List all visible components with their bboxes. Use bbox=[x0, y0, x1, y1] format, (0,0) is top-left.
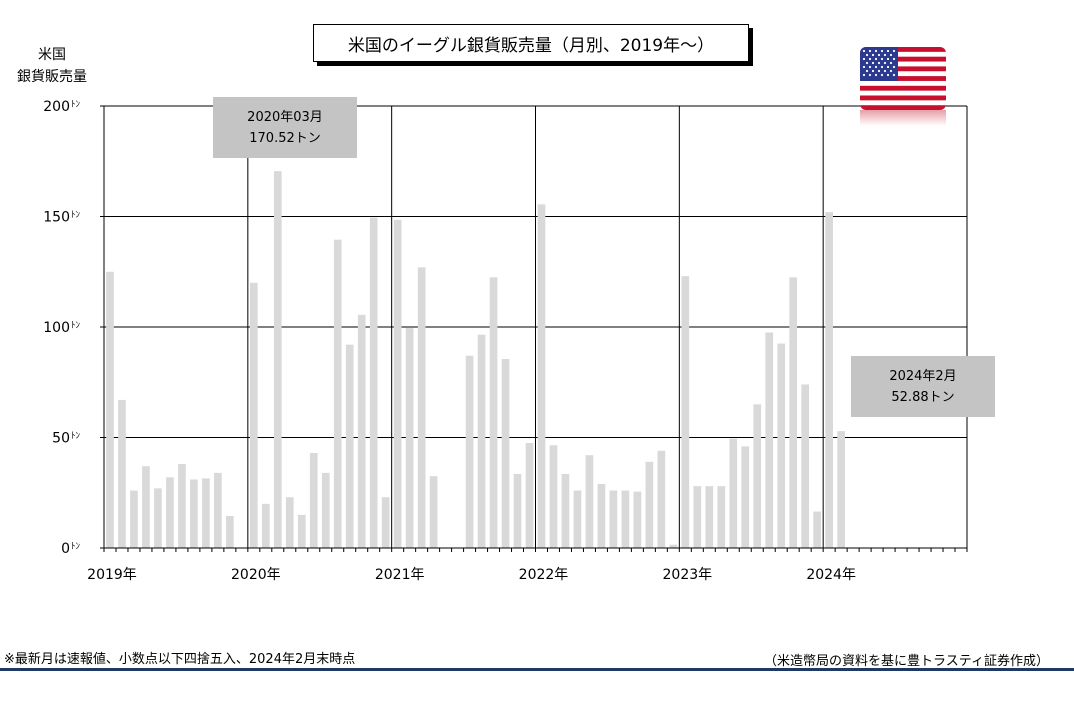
y-tick-unit: ﾄﾝ bbox=[71, 321, 81, 331]
y-tick-unit: ﾄﾝ bbox=[71, 432, 81, 442]
bar bbox=[585, 455, 594, 548]
bar bbox=[561, 473, 570, 548]
y-axis-label: 米国 銀貨販売量 bbox=[10, 44, 94, 88]
bottom-rule bbox=[0, 668, 1074, 671]
bar bbox=[178, 464, 186, 548]
chart-title: 米国のイーグル銀貨販売量（月別、2019年～） bbox=[313, 24, 749, 62]
bar bbox=[777, 343, 786, 548]
callout-2-line2: 52.88トン bbox=[891, 389, 955, 405]
x-tick-label: 2022年 bbox=[519, 567, 569, 583]
bar bbox=[501, 359, 510, 548]
bar bbox=[297, 514, 306, 548]
bar bbox=[573, 490, 582, 548]
bar bbox=[513, 473, 522, 548]
bar bbox=[249, 282, 258, 548]
bar bbox=[202, 478, 210, 548]
bar bbox=[273, 171, 282, 548]
y-axis-label-line2: 銀貨販売量 bbox=[17, 69, 87, 85]
bar bbox=[477, 334, 486, 548]
bar bbox=[489, 277, 498, 548]
bar bbox=[645, 461, 654, 548]
y-tick-unit: ﾄﾝ bbox=[71, 100, 81, 110]
bar bbox=[537, 204, 546, 548]
source-note: （米造幣局の資料を基に豊トラスティ証券作成） bbox=[764, 654, 1049, 669]
callout-1-line1: 2020年03月 bbox=[247, 109, 323, 125]
bar bbox=[130, 490, 138, 548]
footnote: ※最新月は速報値、小数点以下四捨五入、2024年2月末時点 bbox=[4, 652, 356, 667]
bar bbox=[657, 450, 666, 548]
bar bbox=[381, 497, 390, 548]
bar bbox=[693, 486, 702, 548]
bar bbox=[261, 503, 270, 548]
bar bbox=[106, 271, 114, 548]
bar bbox=[717, 486, 726, 548]
bar bbox=[837, 431, 845, 548]
bar bbox=[801, 384, 810, 548]
x-tick-label: 2019年 bbox=[87, 567, 137, 583]
bar bbox=[417, 267, 426, 548]
bar bbox=[753, 404, 762, 548]
bar bbox=[789, 277, 798, 548]
bar bbox=[142, 466, 150, 548]
bar bbox=[357, 314, 366, 548]
bar bbox=[633, 491, 642, 548]
bar bbox=[549, 445, 558, 548]
bar bbox=[705, 486, 714, 548]
x-tick-label: 2021年 bbox=[375, 567, 425, 583]
bar bbox=[405, 328, 414, 548]
bar bbox=[333, 239, 342, 548]
y-tick-label: 100 bbox=[43, 320, 70, 336]
bar bbox=[741, 446, 750, 548]
x-tick-label: 2024年 bbox=[806, 567, 856, 583]
callout-1-line2: 170.52トン bbox=[249, 130, 321, 146]
bar bbox=[429, 476, 438, 548]
y-tick-label: 0 bbox=[61, 541, 70, 557]
y-axis-label-line1: 米国 bbox=[38, 47, 66, 63]
bar bbox=[597, 483, 606, 548]
callout-max-2020-03: 2020年03月 170.52トン bbox=[213, 97, 357, 158]
y-tick-unit: ﾄﾝ bbox=[71, 211, 81, 221]
bar bbox=[729, 438, 738, 548]
bar bbox=[465, 355, 474, 548]
bar bbox=[813, 511, 822, 548]
bar bbox=[369, 217, 378, 549]
bar bbox=[166, 477, 174, 548]
bars bbox=[106, 171, 845, 549]
callout-2-line1: 2024年2月 bbox=[889, 368, 957, 384]
bar bbox=[285, 497, 294, 548]
bar bbox=[154, 488, 162, 548]
y-tick-label: 150 bbox=[43, 210, 70, 226]
bar bbox=[609, 490, 618, 548]
bar bbox=[765, 332, 774, 548]
flag-reflection bbox=[860, 110, 946, 126]
bar bbox=[118, 399, 126, 548]
bar bbox=[226, 515, 234, 548]
us-flag-icon bbox=[860, 47, 946, 110]
bar bbox=[190, 479, 198, 548]
bar bbox=[214, 472, 222, 548]
bar bbox=[321, 472, 330, 548]
y-tick-label: 200 bbox=[43, 99, 70, 115]
x-tick-label: 2020年 bbox=[231, 567, 281, 583]
bar bbox=[681, 276, 690, 548]
bar bbox=[393, 219, 402, 548]
bar bbox=[825, 212, 833, 548]
callout-latest-2024-02: 2024年2月 52.88トン bbox=[851, 356, 995, 417]
y-tick-unit: ﾄﾝ bbox=[71, 542, 81, 552]
bar bbox=[669, 544, 678, 548]
bar bbox=[621, 490, 630, 548]
bar bbox=[345, 344, 354, 548]
y-tick-label: 50 bbox=[52, 431, 70, 447]
bar bbox=[309, 452, 318, 548]
x-tick-label: 2023年 bbox=[663, 567, 713, 583]
bar bbox=[525, 443, 534, 548]
